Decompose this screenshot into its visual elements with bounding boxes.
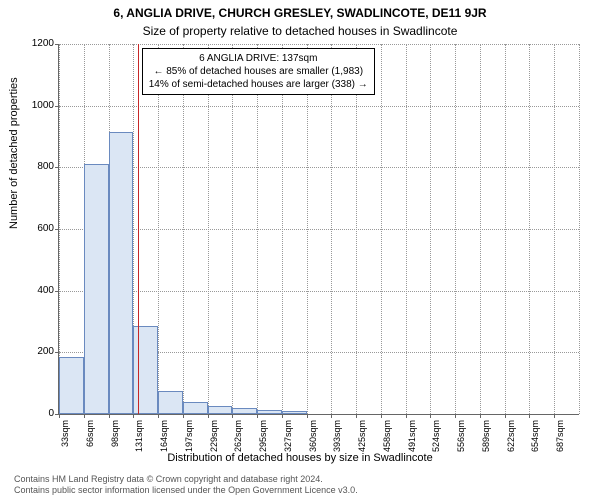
info-line-property: 6 ANGLIA DRIVE: 137sqm: [149, 52, 368, 65]
gridline-v: [529, 44, 530, 414]
y-tick-label: 800: [14, 161, 54, 172]
x-tick-label: 687sqm: [555, 420, 565, 460]
histogram-bar: [282, 411, 307, 414]
histogram-bar: [208, 406, 233, 414]
x-tick: [208, 414, 209, 418]
footer-line2: Contains public sector information licen…: [14, 485, 358, 496]
gridline-v: [158, 44, 159, 414]
x-tick: [356, 414, 357, 418]
x-tick-label: 589sqm: [481, 420, 491, 460]
gridline-v: [232, 44, 233, 414]
x-tick: [257, 414, 258, 418]
x-tick-label: 262sqm: [233, 420, 243, 460]
x-tick-label: 393sqm: [332, 420, 342, 460]
gridline-v: [208, 44, 209, 414]
y-tick-label: 0: [14, 408, 54, 419]
x-tick-label: 295sqm: [258, 420, 268, 460]
gridline-v: [381, 44, 382, 414]
chart-container: 6, ANGLIA DRIVE, CHURCH GRESLEY, SWADLIN…: [0, 0, 600, 500]
x-tick: [529, 414, 530, 418]
histogram-bar: [84, 164, 109, 414]
x-tick-label: 654sqm: [530, 420, 540, 460]
x-tick-label: 491sqm: [407, 420, 417, 460]
gridline-v: [480, 44, 481, 414]
title-subtitle: Size of property relative to detached ho…: [0, 24, 600, 38]
y-tick-label: 200: [14, 346, 54, 357]
histogram-bar: [59, 357, 84, 414]
x-tick: [505, 414, 506, 418]
x-tick: [406, 414, 407, 418]
x-tick-label: 327sqm: [283, 420, 293, 460]
x-tick: [158, 414, 159, 418]
gridline-v: [356, 44, 357, 414]
x-tick-label: 622sqm: [506, 420, 516, 460]
x-tick-label: 33sqm: [60, 420, 70, 460]
marker-line: [138, 44, 139, 414]
title-address: 6, ANGLIA DRIVE, CHURCH GRESLEY, SWADLIN…: [0, 6, 600, 20]
x-tick-label: 66sqm: [85, 420, 95, 460]
y-tick-label: 400: [14, 285, 54, 296]
histogram-bar: [257, 410, 282, 414]
info-line-smaller: ← 85% of detached houses are smaller (1,…: [149, 65, 368, 78]
histogram-bar: [232, 408, 257, 414]
gridline-v: [579, 44, 580, 414]
x-tick: [554, 414, 555, 418]
x-tick: [109, 414, 110, 418]
x-tick: [331, 414, 332, 418]
footer-line1: Contains HM Land Registry data © Crown c…: [14, 474, 358, 485]
x-tick-label: 98sqm: [110, 420, 120, 460]
histogram-bar: [158, 391, 183, 414]
x-tick-label: 425sqm: [357, 420, 367, 460]
gridline-v: [331, 44, 332, 414]
y-tick-label: 1200: [14, 38, 54, 49]
x-tick: [381, 414, 382, 418]
gridline-v: [406, 44, 407, 414]
x-tick-label: 458sqm: [382, 420, 392, 460]
y-tick-label: 1000: [14, 100, 54, 111]
x-tick: [480, 414, 481, 418]
histogram-bar: [109, 132, 134, 414]
x-tick-label: 197sqm: [184, 420, 194, 460]
x-tick: [455, 414, 456, 418]
gridline-v: [430, 44, 431, 414]
x-tick-label: 229sqm: [209, 420, 219, 460]
gridline-v: [505, 44, 506, 414]
x-tick: [84, 414, 85, 418]
x-tick-label: 556sqm: [456, 420, 466, 460]
plot-area: 6 ANGLIA DRIVE: 137sqm← 85% of detached …: [58, 44, 579, 415]
x-tick-label: 524sqm: [431, 420, 441, 460]
x-tick: [232, 414, 233, 418]
x-tick: [307, 414, 308, 418]
x-tick-label: 164sqm: [159, 420, 169, 460]
info-line-larger: 14% of semi-detached houses are larger (…: [149, 78, 368, 91]
gridline-v: [554, 44, 555, 414]
x-tick: [282, 414, 283, 418]
gridline-v: [282, 44, 283, 414]
x-tick: [59, 414, 60, 418]
info-box: 6 ANGLIA DRIVE: 137sqm← 85% of detached …: [142, 48, 375, 95]
gridline-v: [183, 44, 184, 414]
gridline-v: [257, 44, 258, 414]
gridline-v: [307, 44, 308, 414]
x-tick: [430, 414, 431, 418]
y-tick-label: 600: [14, 223, 54, 234]
x-tick: [133, 414, 134, 418]
histogram-bar: [183, 402, 208, 414]
x-tick-label: 360sqm: [308, 420, 318, 460]
footer-attribution: Contains HM Land Registry data © Crown c…: [14, 474, 358, 496]
gridline-v: [455, 44, 456, 414]
x-tick-label: 131sqm: [134, 420, 144, 460]
x-tick: [183, 414, 184, 418]
